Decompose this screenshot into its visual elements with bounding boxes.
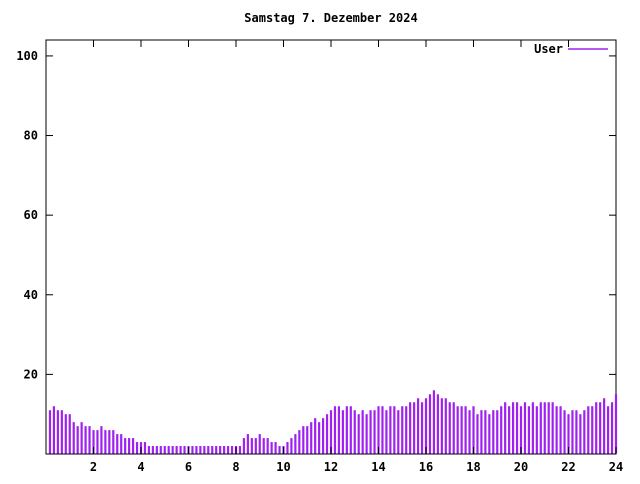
x-tick-label: 10: [276, 460, 290, 474]
x-tick-label: 20: [514, 460, 528, 474]
chart-title: Samstag 7. Dezember 2024: [244, 11, 417, 25]
x-tick-label: 14: [371, 460, 385, 474]
x-tick-label: 18: [466, 460, 480, 474]
x-tick-label: 12: [324, 460, 338, 474]
x-tick-label: 24: [609, 460, 623, 474]
x-tick-label: 8: [232, 460, 239, 474]
x-tick-label: 6: [185, 460, 192, 474]
legend: User: [534, 42, 608, 56]
legend-label: User: [534, 42, 563, 56]
x-tick-label: 22: [561, 460, 575, 474]
plot-frame: [45, 39, 617, 455]
axis-ticks: [46, 40, 617, 454]
y-tick-label: 100: [16, 49, 38, 63]
y-tick-label: 60: [24, 208, 38, 222]
x-tick-label: 4: [137, 460, 144, 474]
user-series-bars: [48, 390, 618, 454]
x-tick-label: 16: [419, 460, 433, 474]
y-tick-label: 40: [24, 288, 38, 302]
y-tick-label: 80: [24, 129, 38, 143]
x-tick-label: 2: [90, 460, 97, 474]
y-tick-label: 20: [24, 367, 38, 381]
